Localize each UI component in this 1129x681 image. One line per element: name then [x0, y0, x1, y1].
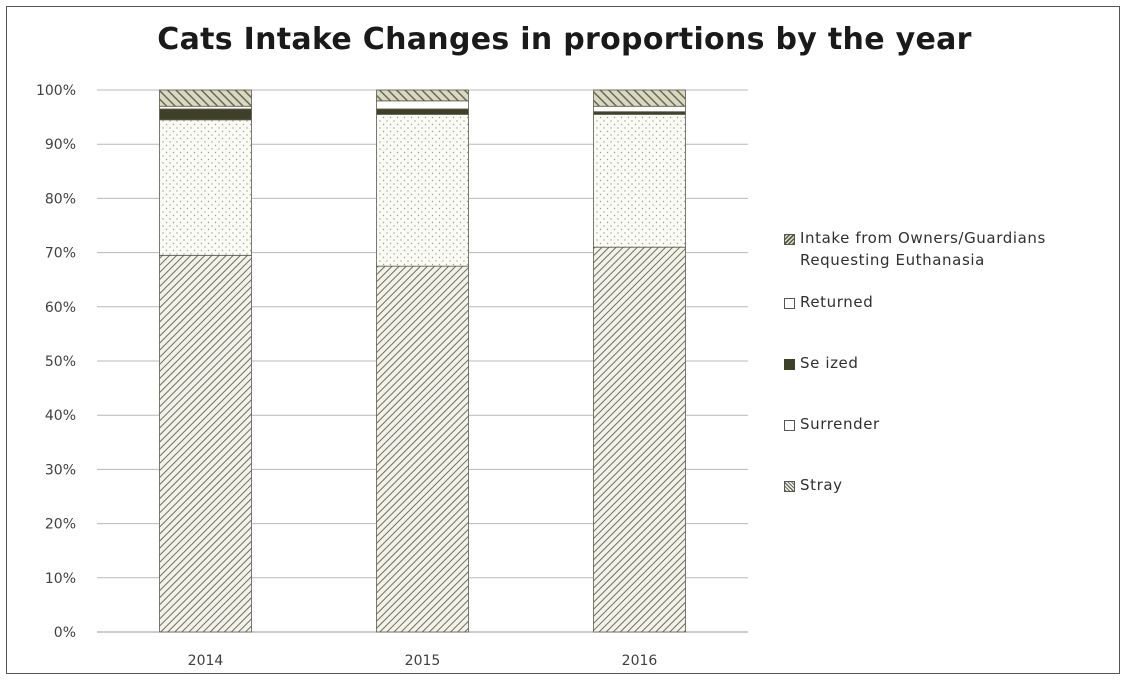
bar-segment-surrender-2016: [593, 113, 686, 248]
bar-segment-intake-2014: [159, 89, 252, 107]
bar-segment-returned-2016: [593, 105, 686, 113]
y-tick-label: 10%: [45, 571, 76, 587]
y-tick-label: 20%: [45, 517, 76, 533]
bars: [159, 89, 686, 633]
bar-segment-seized-2015: [376, 108, 469, 115]
axes: 0% 10% 20% 30% 40% 50% 60% 70% 80% 90% 100% 2014 201…: [36, 83, 657, 669]
bar-segment-stray-2015: [376, 265, 469, 633]
bar-segment-returned-2014: [159, 105, 252, 110]
legend-item-stray: Stray: [784, 476, 843, 496]
legend-swatch-stray: [784, 481, 795, 492]
legend-label-euthanasia-line2: Requesting Euthanasia: [800, 251, 985, 269]
bar-segment-seized-2014: [159, 108, 252, 121]
bar-segment-intake-2015: [376, 89, 469, 102]
bar-segment-surrender-2014: [159, 119, 252, 256]
y-tick-label: 30%: [45, 462, 76, 478]
chart-title: Cats Intake Changes in proportions by th…: [157, 22, 972, 57]
y-tick-label: 60%: [45, 300, 76, 316]
legend-label-surrender: Surrender: [800, 415, 880, 433]
x-tick-label: 2015: [405, 653, 441, 669]
legend-label-returned: Returned: [800, 293, 874, 311]
y-tick-label: 100%: [36, 83, 76, 99]
y-tick-label: 70%: [45, 246, 76, 262]
bar-segment-stray-2016: [593, 246, 686, 633]
legend-item-euthanasia: Intake from Owners/Guardians Requesting …: [784, 229, 1046, 271]
legend-swatch-returned: [784, 298, 795, 309]
y-tick-label: 80%: [45, 191, 76, 207]
bar-segment-surrender-2015: [376, 113, 469, 267]
bar-segment-intake-2016: [593, 89, 686, 107]
legend-item-returned: Returned: [784, 293, 874, 313]
legend-swatch-seized: [784, 359, 795, 370]
y-tick-label: 0%: [54, 625, 76, 641]
legend-swatch-surrender: [784, 420, 795, 431]
x-tick-label: 2014: [188, 653, 224, 669]
legend-swatch-euthanasia: [784, 234, 795, 245]
legend-item-surrender: Surrender: [784, 415, 880, 435]
y-tick-label: 50%: [45, 354, 76, 370]
bar-segment-stray-2014: [159, 254, 252, 633]
legend-label-seized: Se ized: [800, 354, 859, 372]
bar-segment-returned-2015: [376, 100, 469, 110]
x-tick-label: 2016: [622, 653, 658, 669]
legend-label-stray: Stray: [800, 476, 843, 494]
legend-item-seized: Se ized: [784, 354, 859, 374]
y-tick-label: 90%: [45, 137, 76, 153]
legend-label-euthanasia-line1: Intake from Owners/Guardians: [800, 229, 1046, 247]
bar-segment-seized-2016: [593, 111, 686, 115]
y-tick-label: 40%: [45, 408, 76, 424]
